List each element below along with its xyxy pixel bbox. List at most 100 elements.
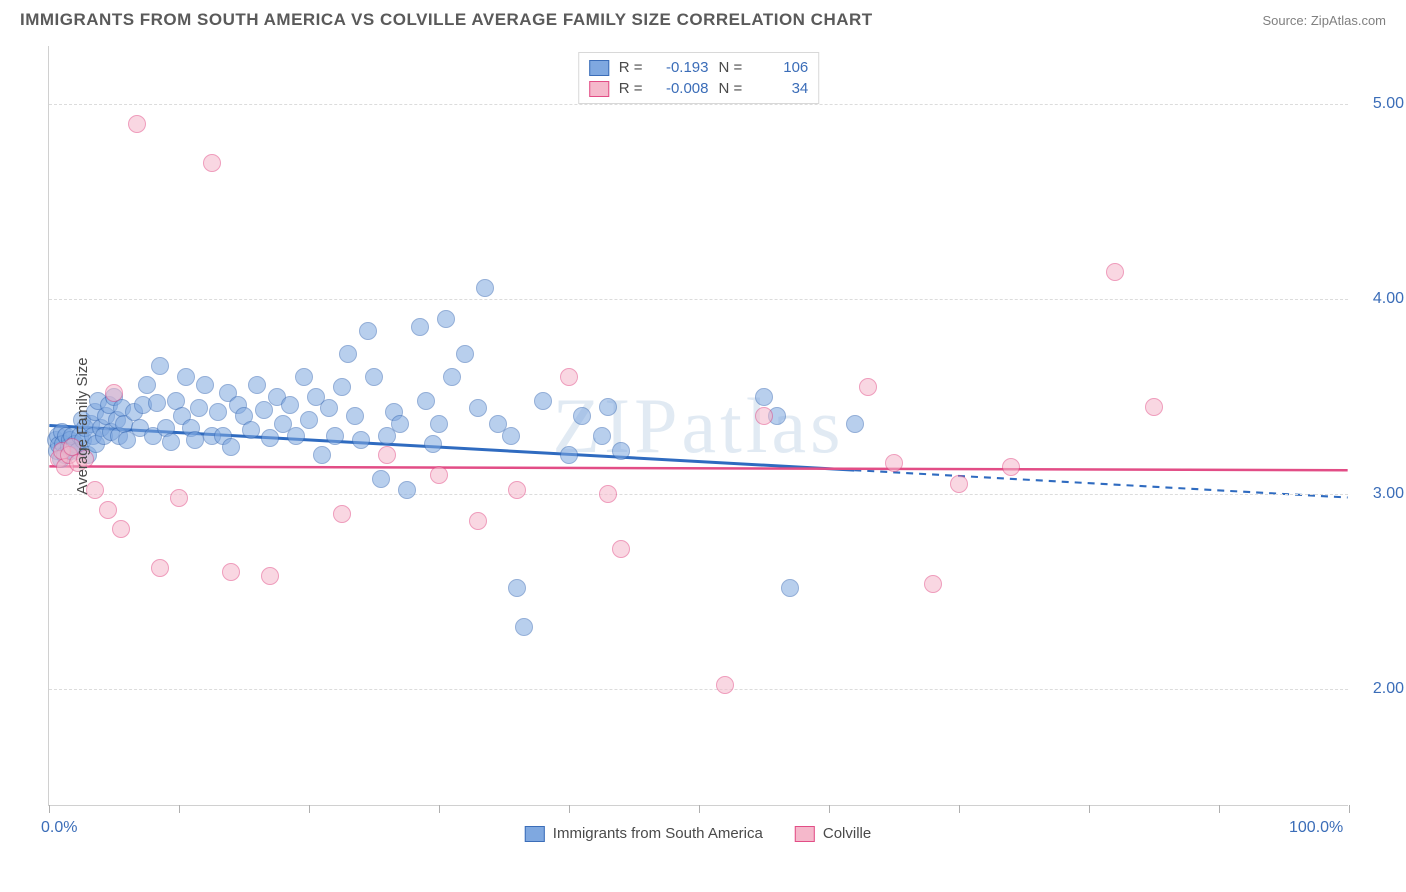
data-point-cv — [333, 505, 351, 523]
ytick-label: 4.00 — [1373, 290, 1404, 308]
data-point-sa — [443, 368, 461, 386]
data-point-cv — [170, 489, 188, 507]
data-point-sa — [372, 470, 390, 488]
data-point-sa — [209, 403, 227, 421]
n-label: N = — [719, 80, 743, 97]
data-point-cv — [151, 559, 169, 577]
data-point-sa — [846, 415, 864, 433]
xtick — [959, 805, 960, 813]
data-point-cv — [859, 378, 877, 396]
source-attribution: Source: ZipAtlas.com — [1262, 13, 1386, 28]
data-point-sa — [437, 310, 455, 328]
gridline — [49, 104, 1348, 105]
n-value-cv: 34 — [752, 80, 808, 97]
data-point-sa — [411, 318, 429, 336]
n-value-sa: 106 — [752, 59, 808, 76]
swatch-cv — [589, 81, 609, 97]
data-point-sa — [248, 376, 266, 394]
r-label: R = — [619, 59, 643, 76]
data-point-cv — [112, 520, 130, 538]
swatch-sa — [525, 826, 545, 842]
data-point-cv — [430, 466, 448, 484]
data-point-cv — [222, 563, 240, 581]
data-point-sa — [333, 378, 351, 396]
xtick — [439, 805, 440, 813]
data-point-sa — [430, 415, 448, 433]
data-point-cv — [469, 512, 487, 530]
legend-item-sa: Immigrants from South America — [525, 825, 763, 842]
data-point-sa — [365, 368, 383, 386]
gridline — [49, 299, 1348, 300]
xtick — [699, 805, 700, 813]
xtick — [829, 805, 830, 813]
gridline — [49, 689, 1348, 690]
xtick — [179, 805, 180, 813]
data-point-sa — [352, 431, 370, 449]
data-point-cv — [560, 368, 578, 386]
data-point-sa — [177, 368, 195, 386]
data-point-sa — [242, 421, 260, 439]
data-point-cv — [508, 481, 526, 499]
data-point-sa — [162, 433, 180, 451]
data-point-sa — [424, 435, 442, 453]
xtick-label: 0.0% — [41, 819, 77, 837]
data-point-sa — [151, 357, 169, 375]
data-point-sa — [515, 618, 533, 636]
ytick-label: 2.00 — [1373, 680, 1404, 698]
data-point-sa — [190, 399, 208, 417]
legend-stats-box: R = -0.193 N = 106 R = -0.008 N = 34 — [578, 52, 820, 104]
gridline — [49, 494, 1348, 495]
data-point-cv — [99, 501, 117, 519]
data-point-cv — [128, 115, 146, 133]
data-point-sa — [417, 392, 435, 410]
data-point-cv — [378, 446, 396, 464]
data-point-sa — [469, 399, 487, 417]
data-point-sa — [186, 431, 204, 449]
data-point-cv — [950, 475, 968, 493]
legend-label-sa: Immigrants from South America — [553, 825, 763, 842]
data-point-cv — [716, 676, 734, 694]
data-point-cv — [755, 407, 773, 425]
legend-label-cv: Colville — [823, 825, 871, 842]
data-point-sa — [508, 579, 526, 597]
data-point-cv — [924, 575, 942, 593]
data-point-sa — [593, 427, 611, 445]
ytick-label: 3.00 — [1373, 485, 1404, 503]
data-point-sa — [196, 376, 214, 394]
data-point-sa — [456, 345, 474, 363]
data-point-sa — [391, 415, 409, 433]
chart-header: IMMIGRANTS FROM SOUTH AMERICA VS COLVILL… — [0, 0, 1406, 38]
data-point-sa — [295, 368, 313, 386]
r-label: R = — [619, 80, 643, 97]
data-point-cv — [1145, 398, 1163, 416]
data-point-sa — [476, 279, 494, 297]
legend-bottom: Immigrants from South America Colville — [525, 825, 871, 842]
data-point-sa — [287, 427, 305, 445]
data-point-cv — [203, 154, 221, 172]
n-label: N = — [719, 59, 743, 76]
legend-stats-row-sa: R = -0.193 N = 106 — [589, 57, 809, 78]
xtick — [309, 805, 310, 813]
data-point-sa — [261, 429, 279, 447]
data-point-cv — [599, 485, 617, 503]
data-point-sa — [781, 579, 799, 597]
data-point-sa — [612, 442, 630, 460]
r-value-cv: -0.008 — [653, 80, 709, 97]
data-point-sa — [560, 446, 578, 464]
swatch-cv — [795, 826, 815, 842]
data-point-sa — [255, 401, 273, 419]
xtick — [49, 805, 50, 813]
data-point-cv — [1106, 263, 1124, 281]
data-point-cv — [885, 454, 903, 472]
data-point-sa — [222, 438, 240, 456]
data-point-sa — [300, 411, 318, 429]
data-point-sa — [534, 392, 552, 410]
data-point-sa — [313, 446, 331, 464]
legend-item-cv: Colville — [795, 825, 871, 842]
data-point-sa — [138, 376, 156, 394]
chart-title: IMMIGRANTS FROM SOUTH AMERICA VS COLVILL… — [20, 10, 873, 30]
data-point-sa — [326, 427, 344, 445]
data-point-sa — [339, 345, 357, 363]
plot-area: ZIPatlas R = -0.193 N = 106 R = -0.008 N… — [48, 46, 1348, 806]
xtick — [569, 805, 570, 813]
